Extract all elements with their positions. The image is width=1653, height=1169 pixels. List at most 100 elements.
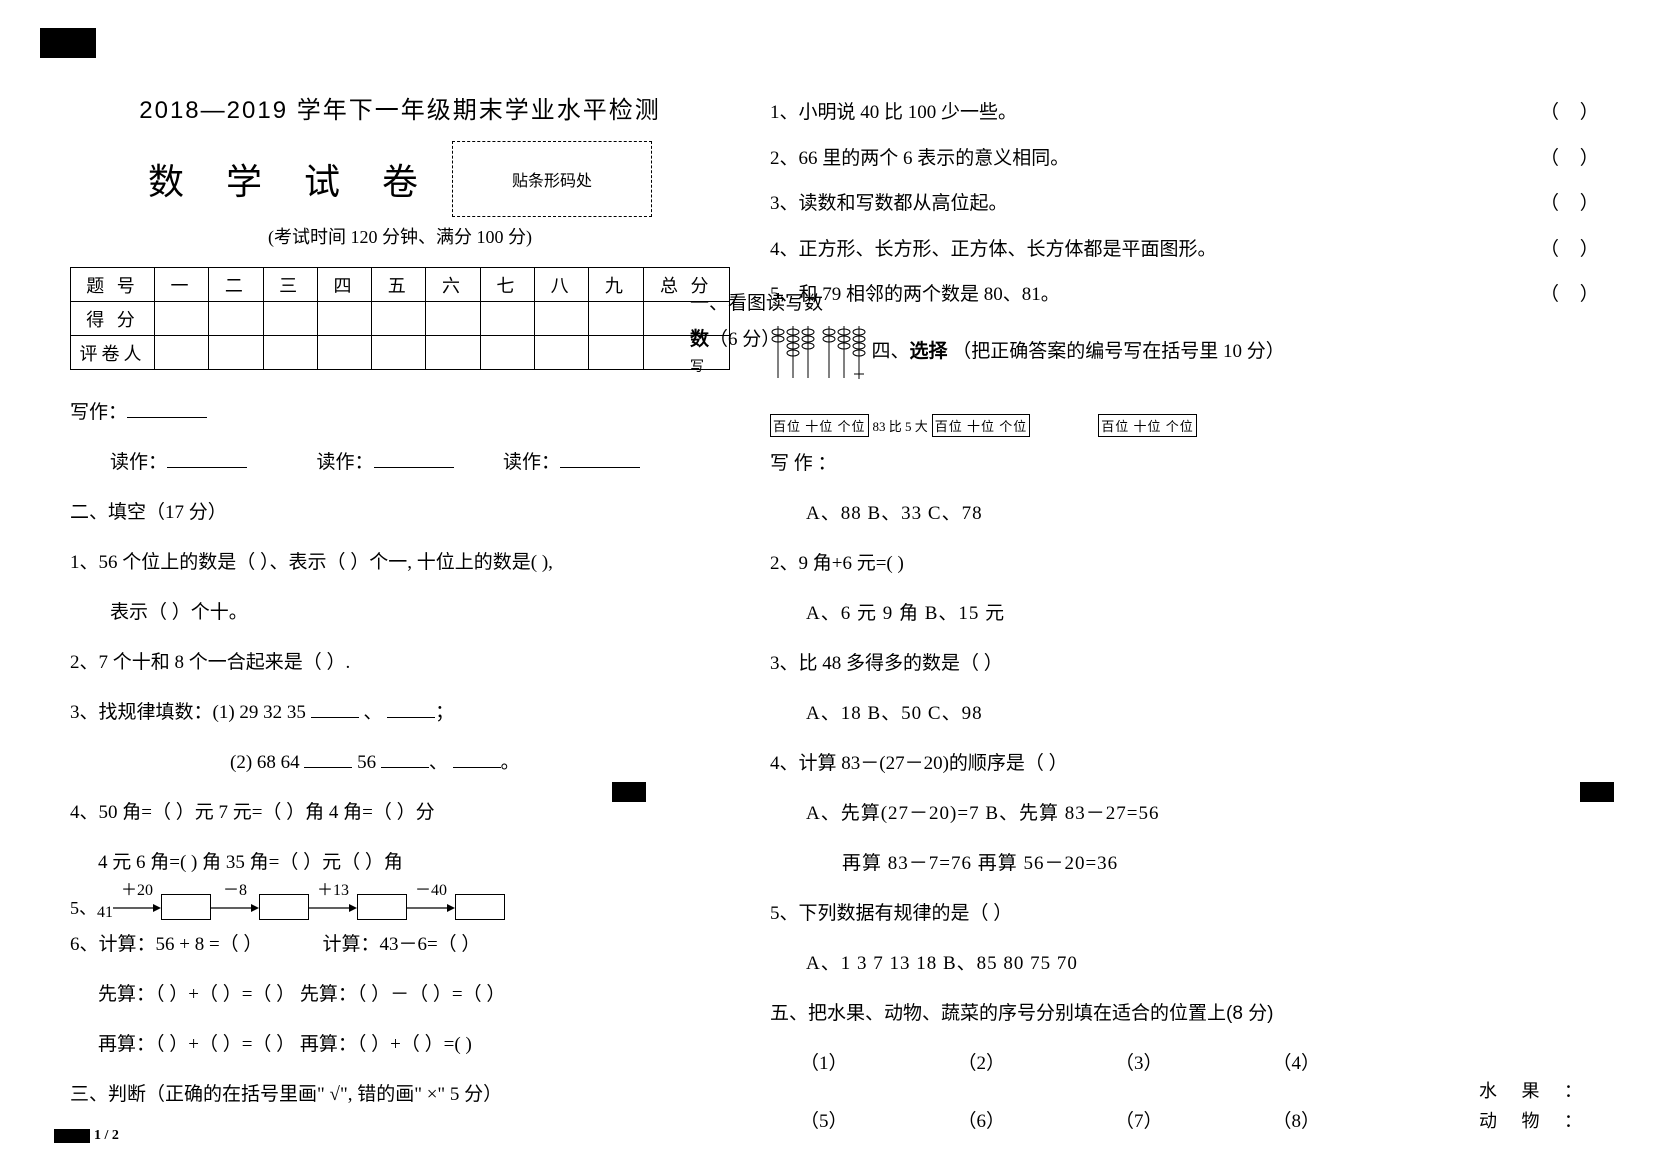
digits-box: 百位 十位 个位 <box>770 414 869 437</box>
sec1-num: 数 <box>690 329 709 350</box>
slot: （1） <box>800 1045 848 1083</box>
section-points: （17 分） <box>146 502 227 523</box>
q4-5: 5、下列数据有规律的是（ ） <box>770 895 1600 933</box>
slot: （8） <box>1273 1103 1321 1141</box>
paper-title: 数 学 试 卷 <box>148 153 434 205</box>
redaction-mark <box>40 28 96 58</box>
q4-5-opts: A、1 3 7 13 18 B、85 80 75 70 <box>770 945 1600 983</box>
q-text: 3、找规律填数：(1) 29 32 35 <box>70 702 311 723</box>
score-head: 九 <box>589 268 643 302</box>
slot: （5） <box>800 1103 848 1141</box>
q2-6b: 计算：43－6=（ ） <box>322 926 480 964</box>
q-text: (2) 68 64 <box>230 752 304 773</box>
tf-5: 5、和 79 相邻的两个数是 80、81。（ ） <box>770 272 1600 318</box>
tf-paren: （ ） <box>1540 227 1600 273</box>
q4-4-optsA: A、先算(27－20)=7 B、先算 83－27=56 <box>770 795 1600 833</box>
q2-6a: 6、计算：56 + 8 =（ ） <box>70 926 262 964</box>
q4-4: 4、计算 83－(27－20)的顺序是（ ） <box>770 745 1600 783</box>
q2-3a: 3、找规律填数：(1) 29 32 35 、 ； <box>70 694 730 732</box>
q-text: 56 <box>352 752 381 773</box>
blank <box>560 449 640 468</box>
footer-text: 1 / 2 <box>94 1128 119 1143</box>
table-row: 得 分 <box>71 302 730 336</box>
label: 读作： <box>317 452 374 473</box>
table-row: 题 号 一 二 三 四 五 六 七 八 九 总 分 <box>71 268 730 302</box>
sec1-write-char: 写 <box>690 356 704 376</box>
blank <box>311 699 359 718</box>
tf-paren: （ ） <box>1540 90 1600 136</box>
slot: （3） <box>1115 1045 1163 1083</box>
q2-1: 1、56 个位上的数是（ ）、表示（ ）个一, 十位上的数是( ), <box>70 544 730 582</box>
abacus-row: 四、选择 （把正确答案的编号写在括号里 10 分） <box>770 322 1600 382</box>
tf-text: 4、正方形、长方形、正方体、长方体都是平面图形。 <box>770 227 1540 273</box>
blank <box>381 749 429 768</box>
section-4-lead: 四、选择 <box>872 341 948 362</box>
write-head: 写 作 ： <box>770 445 1600 483</box>
blank <box>374 449 454 468</box>
sec4-lead: 四、 <box>872 341 910 362</box>
flow-arrow: ＋20 <box>113 894 161 920</box>
section-title: 二、填空 <box>70 502 146 523</box>
q4-1-opts: A、88 B、33 C、78 <box>770 495 1600 533</box>
score-head: 题 号 <box>71 268 155 302</box>
slots-row-1: （1） （2） （3） （4） 水 果 ： <box>770 1045 1600 1083</box>
section-5: 五、把水果、动物、蔬菜的序号分别填在适合的位置上(8 分) <box>770 995 1600 1033</box>
slots-row-2: （5） （6） （7） （8） 动 物 ： <box>770 1103 1600 1141</box>
flow-op: －40 <box>407 876 455 900</box>
q2-5-flow: 5、 41 ＋20 －8 ＋13 －40 <box>70 894 730 920</box>
tf-paren: （ ） <box>1540 136 1600 182</box>
table-row: 评卷人 <box>71 336 730 370</box>
digits-box: 百位 十位 个位 <box>1098 414 1197 437</box>
tf-text: 2、66 里的两个 6 表示的意义相同。 <box>770 136 1540 182</box>
blank <box>167 449 247 468</box>
flow-box <box>455 894 505 920</box>
q-text: ； <box>435 702 454 723</box>
sec4-title: 选择 <box>910 341 948 362</box>
tf-paren: （ ） <box>1540 272 1600 318</box>
tf-text: 3、读数和写数都从高位起。 <box>770 181 1540 227</box>
q2-6d: 再算：（ ）+（ ）=（ ） 再算：（ ）+（ ）=( ) <box>70 1026 730 1064</box>
score-head: 三 <box>263 268 317 302</box>
write-line: 写作： <box>70 394 730 432</box>
score-row: 评卷人 <box>71 336 155 370</box>
score-head: 四 <box>317 268 371 302</box>
section-1-points: 数（6 分） <box>690 324 780 351</box>
category-label: 动 物 ： <box>1479 1103 1592 1139</box>
tf-3: 3、读数和写数都从高位起。（ ） <box>770 181 1600 227</box>
tf-paren: （ ） <box>1540 181 1600 227</box>
flow-arrow: －40 <box>407 894 455 920</box>
abacus-icon <box>821 322 867 388</box>
section-2: 二、填空（17 分） <box>70 494 730 532</box>
barcode-area: 贴条形码处 <box>452 141 652 217</box>
label: 读作： <box>110 452 167 473</box>
q2-2: 2、7 个十和 8 个一合起来是（ ）. <box>70 644 730 682</box>
score-table: 题 号 一 二 三 四 五 六 七 八 九 总 分 得 分 评卷人 <box>70 267 730 370</box>
q4-2-opts: A、6 元 9 角 B、15 元 <box>770 595 1600 633</box>
q-text: 、 <box>359 702 388 723</box>
label: 读作： <box>503 452 560 473</box>
tf-text: 5、和 79 相邻的两个数是 80、81。 <box>770 272 1540 318</box>
tf-text: 1、小明说 40 比 100 少一些。 <box>770 90 1540 136</box>
q-num: 5、 <box>70 894 97 920</box>
q2-1b: 表示（ ）个十。 <box>70 594 730 632</box>
section-title: 五、把水果、动物、蔬菜的序号分别填在适合的位置上(8 分) <box>770 1003 1274 1024</box>
flow-box <box>259 894 309 920</box>
flow-box <box>161 894 211 920</box>
blank <box>304 749 352 768</box>
tf-2: 2、66 里的两个 6 表示的意义相同。（ ） <box>770 136 1600 182</box>
score-row: 得 分 <box>71 302 155 336</box>
exam-info: (考试时间 120 分钟、满分 100 分) <box>70 223 730 249</box>
section-points: （6 分） <box>709 329 780 350</box>
q2-6ab: 6、计算：56 + 8 =（ ） 计算：43－6=（ ） <box>70 926 730 964</box>
abacus-mid: 83 比 5 大 <box>873 416 928 435</box>
score-head: 二 <box>209 268 263 302</box>
section-title: 一、看图读写数 <box>690 293 823 314</box>
page-footer: 1 / 2 <box>54 1128 119 1144</box>
q4-2: 2、9 角+6 元=( ) <box>770 545 1600 583</box>
tf-1: 1、小明说 40 比 100 少一些。（ ） <box>770 90 1600 136</box>
slot: （4） <box>1273 1045 1321 1083</box>
flow-op: ＋13 <box>309 876 357 900</box>
opts-text: A、88 B、33 C、78 <box>806 503 983 524</box>
digits-box: 百位 十位 个位 <box>932 414 1031 437</box>
q2-4b: 4 元 6 角=( ) 角 35 角=（ ）元（ ）角 <box>70 844 730 882</box>
